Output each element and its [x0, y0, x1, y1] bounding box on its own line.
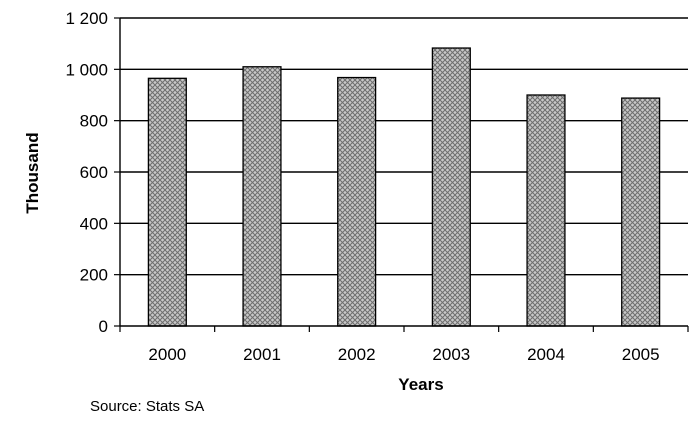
bar-2002	[337, 76, 377, 327]
y-tick-label-1: 200	[80, 266, 108, 285]
y-tick-label-4: 800	[80, 112, 108, 131]
y-tick-labels: 0 200 400 600 800 1 000 1 200	[65, 9, 108, 336]
y-tick-label-0: 0	[99, 317, 108, 336]
x-tick-label-2000: 2000	[148, 345, 186, 364]
y-tick-label-6: 1 200	[65, 9, 108, 28]
bars	[147, 47, 661, 327]
x-tick-labels: 2000 2001 2002 2003 2004 2005	[148, 345, 659, 364]
bar-2003	[431, 47, 471, 327]
x-tick-label-2004: 2004	[527, 345, 565, 364]
bar-2001	[242, 66, 282, 327]
axes	[114, 17, 689, 332]
x-tick-label-2005: 2005	[622, 345, 660, 364]
y-tick-label-2: 400	[80, 214, 108, 233]
y-tick-label-3: 600	[80, 163, 108, 182]
bar-2004	[526, 94, 566, 327]
x-tick-label-2001: 2001	[243, 345, 281, 364]
source-note: Source: Stats SA	[90, 398, 205, 415]
bar-2000	[147, 77, 187, 327]
x-axis-title: Years	[398, 375, 443, 394]
y-axis-title: Thousand	[23, 132, 42, 213]
bar-2005	[621, 97, 661, 327]
x-tick-label-2002: 2002	[338, 345, 376, 364]
x-tick-label-2003: 2003	[432, 345, 470, 364]
y-tick-label-5: 1 000	[65, 60, 108, 79]
gridlines	[120, 17, 688, 276]
